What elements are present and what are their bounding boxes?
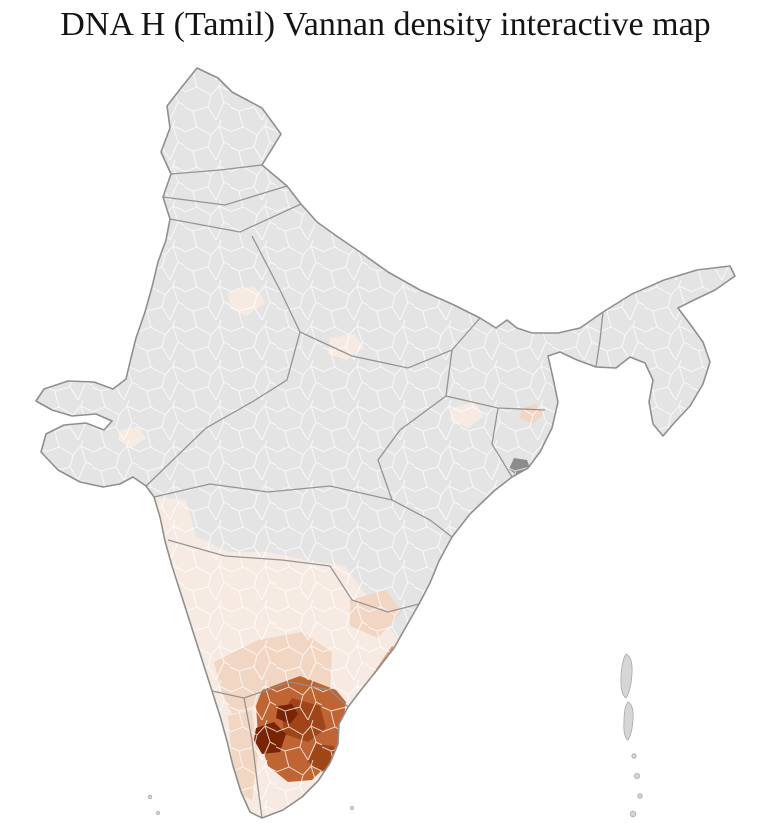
andaman-nicobar-islands[interactable]: [620, 653, 643, 818]
lakshadweep-islands[interactable]: [147, 794, 354, 815]
district-grid-lines: [36, 68, 735, 818]
page-title: DNA H (Tamil) Vannan density interactive…: [60, 6, 711, 43]
state-borders: [145, 164, 604, 818]
